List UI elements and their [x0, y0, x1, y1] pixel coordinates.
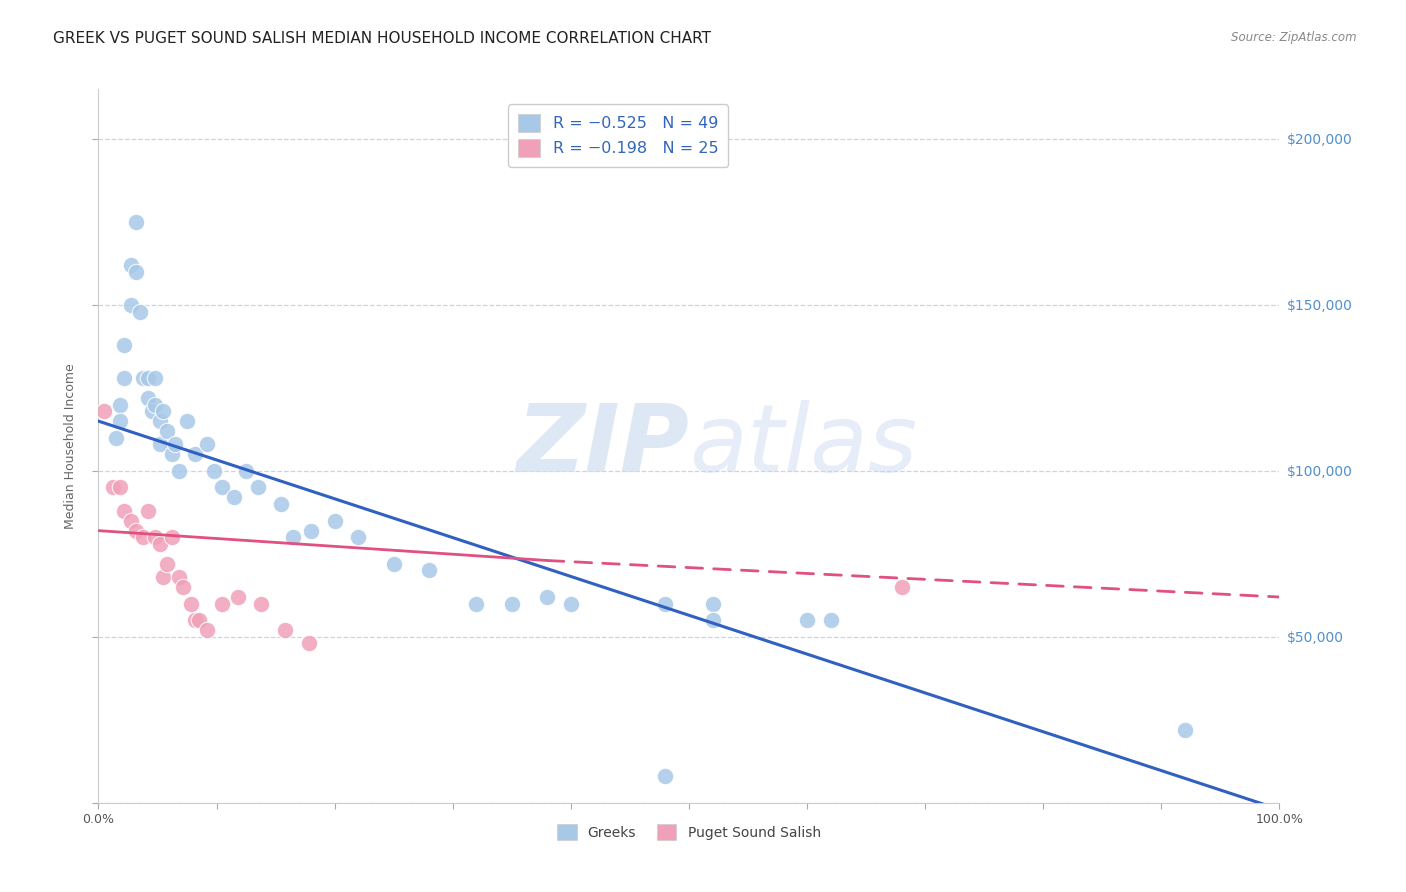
Point — [160, 447, 183, 461]
Point — [418, 564, 440, 578]
Point — [112, 338, 135, 352]
Point — [149, 414, 172, 428]
Text: GREEK VS PUGET SOUND SALISH MEDIAN HOUSEHOLD INCOME CORRELATION CHART: GREEK VS PUGET SOUND SALISH MEDIAN HOUSE… — [53, 31, 711, 46]
Point — [796, 613, 818, 627]
Legend: Greeks, Puget Sound Salish: Greeks, Puget Sound Salish — [551, 819, 827, 846]
Point — [167, 570, 190, 584]
Point — [165, 437, 187, 451]
Point — [121, 258, 143, 272]
Point — [143, 397, 166, 411]
Point — [125, 524, 148, 538]
Point — [654, 597, 676, 611]
Point — [323, 514, 346, 528]
Point — [136, 371, 159, 385]
Point — [246, 481, 269, 495]
Point — [101, 481, 124, 495]
Point — [187, 613, 209, 627]
Point — [202, 464, 225, 478]
Point — [143, 530, 166, 544]
Point — [136, 504, 159, 518]
Point — [172, 580, 194, 594]
Text: ZIP: ZIP — [516, 400, 689, 492]
Point — [105, 431, 128, 445]
Point — [121, 298, 143, 312]
Point — [1174, 723, 1197, 737]
Point — [112, 371, 135, 385]
Point — [654, 769, 676, 783]
Point — [156, 557, 179, 571]
Point — [224, 491, 246, 505]
Point — [274, 624, 297, 638]
Point — [702, 613, 724, 627]
Y-axis label: Median Household Income: Median Household Income — [63, 363, 77, 529]
Point — [382, 557, 405, 571]
Point — [890, 580, 912, 594]
Point — [298, 636, 321, 650]
Text: Source: ZipAtlas.com: Source: ZipAtlas.com — [1232, 31, 1357, 45]
Point — [702, 597, 724, 611]
Point — [211, 597, 233, 611]
Point — [160, 530, 183, 544]
Point — [560, 597, 582, 611]
Point — [167, 464, 190, 478]
Text: atlas: atlas — [689, 401, 917, 491]
Point — [132, 371, 155, 385]
Point — [108, 397, 131, 411]
Point — [143, 371, 166, 385]
Point — [149, 437, 172, 451]
Point — [465, 597, 488, 611]
Point — [152, 404, 174, 418]
Point — [270, 497, 292, 511]
Point — [112, 504, 135, 518]
Point — [152, 570, 174, 584]
Point — [195, 437, 218, 451]
Point — [184, 447, 207, 461]
Point — [121, 514, 143, 528]
Point — [149, 537, 172, 551]
Point — [820, 613, 842, 627]
Point — [132, 530, 155, 544]
Point — [347, 530, 370, 544]
Point — [195, 624, 218, 638]
Point — [180, 597, 202, 611]
Point — [501, 597, 523, 611]
Point — [176, 414, 198, 428]
Point — [128, 304, 150, 318]
Point — [125, 215, 148, 229]
Point — [536, 590, 558, 604]
Point — [226, 590, 249, 604]
Point — [250, 597, 273, 611]
Point — [283, 530, 305, 544]
Point — [141, 404, 163, 418]
Point — [184, 613, 207, 627]
Point — [125, 265, 148, 279]
Point — [156, 424, 179, 438]
Point — [211, 481, 233, 495]
Point — [136, 391, 159, 405]
Point — [235, 464, 257, 478]
Point — [108, 414, 131, 428]
Point — [108, 481, 131, 495]
Point — [93, 404, 115, 418]
Point — [299, 524, 322, 538]
